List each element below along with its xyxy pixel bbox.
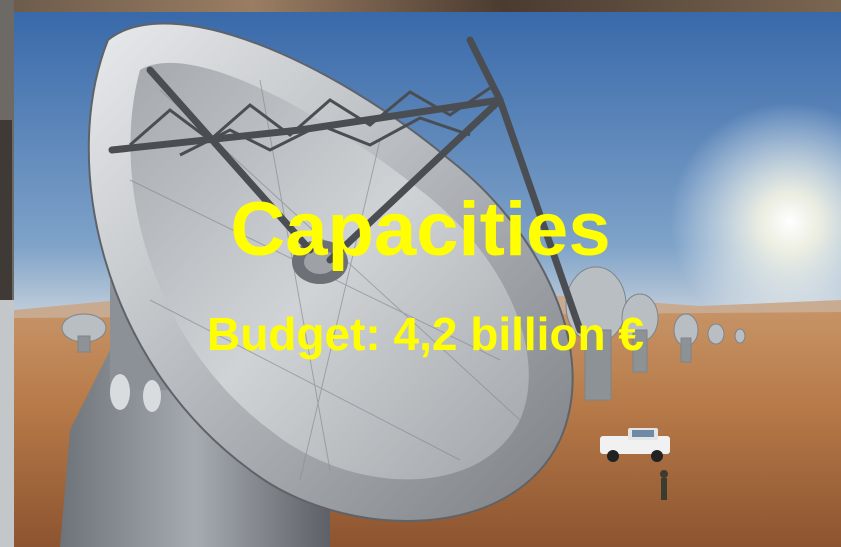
truck (600, 428, 670, 462)
slide-title: Capacities (230, 187, 611, 272)
budget-subtitle: Budget: 4,2 billion € (206, 308, 645, 360)
